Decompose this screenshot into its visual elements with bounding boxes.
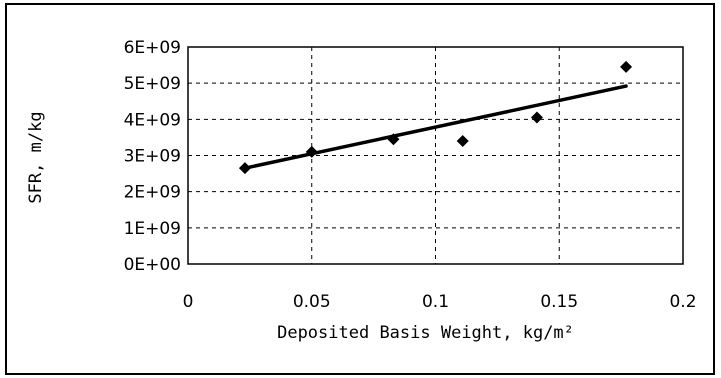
y-axis-ticks: 0E+00 1E+09 2E+09 3E+09 4E+09 5E+09 6E+09 xyxy=(124,38,181,275)
point-layer xyxy=(238,60,633,175)
x-tick-label: 0.2 xyxy=(669,292,696,312)
data-point xyxy=(238,162,251,175)
x-tick-label: 0 xyxy=(183,292,194,312)
y-tick-label: 2E+09 xyxy=(124,183,181,203)
y-tick-label: 4E+09 xyxy=(124,110,181,130)
x-axis-title: Deposited Basis Weight, kg/m² xyxy=(277,323,574,343)
x-tick-label: 0.1 xyxy=(422,292,449,312)
x-axis-ticks: 0 0.05 0.1 0.15 0.2 xyxy=(183,292,697,312)
y-tick-label: 3E+09 xyxy=(124,147,181,167)
y-tick-label: 6E+09 xyxy=(124,38,181,58)
grid-layer xyxy=(188,47,683,264)
data-point xyxy=(620,60,633,73)
y-tick-label: 0E+00 xyxy=(124,255,181,275)
chart-frame xyxy=(5,3,715,375)
plot-area xyxy=(187,46,684,265)
data-point xyxy=(387,133,400,146)
y-tick-label: 1E+09 xyxy=(124,219,181,239)
x-tick-label: 0.05 xyxy=(293,292,331,312)
y-axis-title: SFR, m/kg xyxy=(26,111,46,203)
data-point xyxy=(530,111,543,124)
x-tick-label: 0.15 xyxy=(540,292,578,312)
data-point xyxy=(305,145,318,158)
y-tick-label: 5E+09 xyxy=(124,74,181,94)
data-point xyxy=(456,135,469,148)
